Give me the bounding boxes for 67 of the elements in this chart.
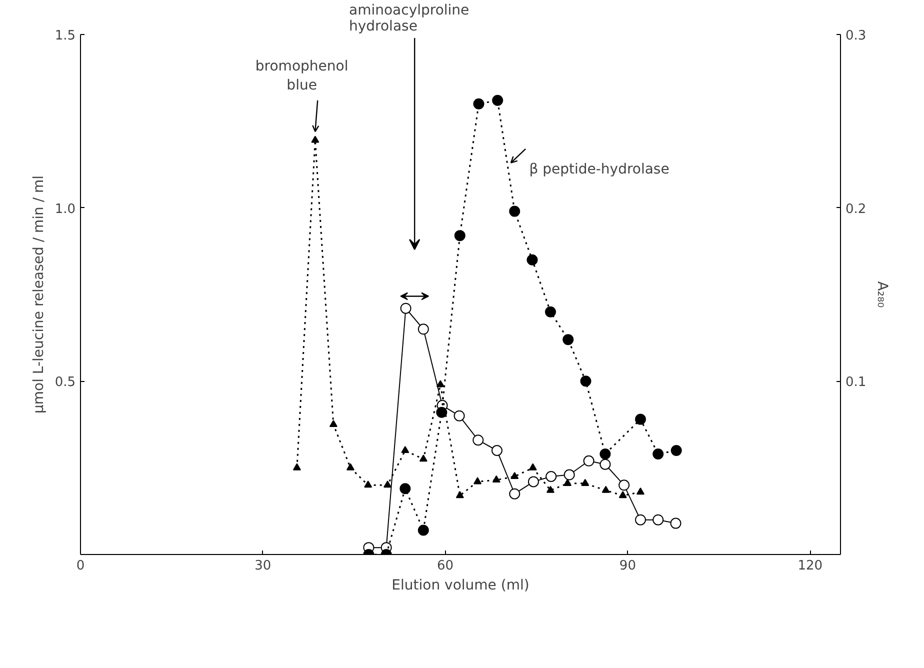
point bbox=[580, 376, 592, 387]
point bbox=[652, 448, 664, 460]
point bbox=[618, 480, 630, 491]
point bbox=[634, 414, 646, 425]
point bbox=[670, 518, 682, 529]
y2-tick-label: 0.2 bbox=[846, 202, 866, 217]
point bbox=[652, 514, 664, 526]
point bbox=[418, 324, 429, 335]
point bbox=[528, 463, 537, 470]
point bbox=[491, 445, 502, 456]
point bbox=[636, 488, 644, 495]
y-tick-label: 0.5 bbox=[54, 375, 76, 390]
y-axis-title: μmol L-leucine released / min / ml bbox=[30, 175, 47, 414]
x-tick-label: 90 bbox=[619, 558, 636, 574]
point bbox=[454, 230, 466, 242]
x-axis-title: Elution volume (ml) bbox=[392, 578, 530, 594]
y-tick-label: 1.5 bbox=[54, 28, 76, 44]
y2-axis-title: A₂₈₀ bbox=[874, 281, 890, 308]
annotation: aminoacylproline hydrolase bbox=[348, 2, 470, 34]
point bbox=[346, 463, 354, 470]
point bbox=[528, 476, 539, 488]
point bbox=[384, 480, 392, 488]
point bbox=[436, 406, 448, 418]
point bbox=[634, 514, 646, 526]
point bbox=[546, 471, 557, 482]
point bbox=[509, 488, 520, 500]
point bbox=[292, 463, 301, 470]
point bbox=[564, 478, 572, 486]
point bbox=[546, 486, 554, 493]
point bbox=[602, 486, 610, 493]
point bbox=[329, 420, 338, 428]
point bbox=[600, 458, 611, 470]
point bbox=[564, 469, 575, 480]
point bbox=[473, 98, 484, 110]
annotation: bromophenol blue bbox=[255, 58, 348, 94]
point bbox=[600, 448, 611, 460]
y-tick-label: 1.0 bbox=[54, 202, 76, 217]
point bbox=[311, 136, 320, 143]
point bbox=[562, 334, 574, 346]
point bbox=[364, 480, 372, 488]
point bbox=[472, 434, 484, 446]
point bbox=[400, 483, 411, 494]
point bbox=[618, 491, 627, 498]
point bbox=[436, 380, 444, 388]
point bbox=[474, 477, 482, 484]
point bbox=[401, 446, 410, 454]
point bbox=[418, 524, 429, 536]
x-tick-label: 30 bbox=[254, 558, 272, 574]
point bbox=[454, 410, 465, 422]
point bbox=[509, 206, 520, 217]
y2-tick-label: 0.1 bbox=[846, 375, 866, 390]
point bbox=[492, 475, 500, 482]
point bbox=[581, 478, 590, 486]
x-tick-label: 120 bbox=[798, 558, 823, 574]
x-tick-label: 0 bbox=[76, 558, 85, 574]
point bbox=[400, 302, 412, 314]
point bbox=[510, 472, 519, 480]
y2-tick-label: 0.3 bbox=[846, 28, 866, 44]
point bbox=[583, 455, 594, 466]
x-tick-label: 60 bbox=[437, 558, 454, 574]
point bbox=[419, 454, 428, 462]
point bbox=[670, 445, 682, 456]
point bbox=[456, 491, 464, 498]
point bbox=[544, 306, 556, 318]
point bbox=[526, 254, 538, 266]
annotation: β peptide-hydrolase bbox=[529, 162, 670, 178]
point bbox=[492, 94, 504, 106]
